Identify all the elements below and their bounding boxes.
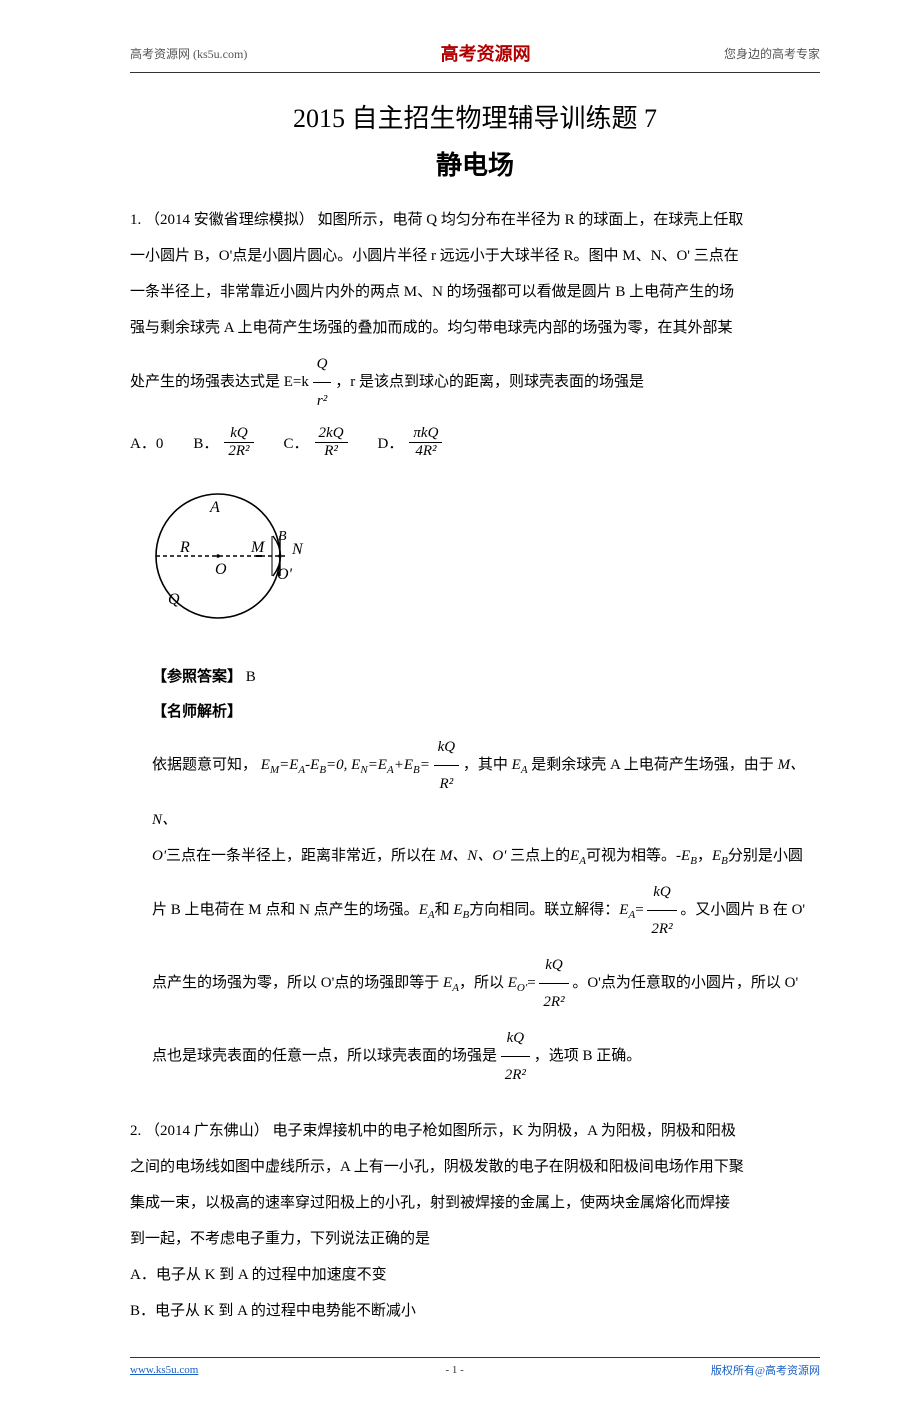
- label-o: O: [215, 561, 227, 578]
- solution-line-1: 依据题意可知， EM=EA-EB=0, EN=EA+EB= kQ R² ，其中 …: [152, 729, 820, 838]
- q2-text-4: 到一起，不考虑电子重力，下列说法正确的是: [130, 1221, 820, 1257]
- page: 高考资源网 (ks5u.com) 高考资源网 您身边的高考专家 2015 自主招…: [0, 0, 920, 1408]
- sol-2: O'三点在一条半径上，距离非常近，所以在 M、N、O' 三点上的EA可视为相等。…: [152, 848, 803, 864]
- footer-page-number: - 1 -: [445, 1364, 463, 1376]
- label-a: A: [209, 499, 220, 516]
- question-2: 2. （2014 广东佛山） 电子束焊接机中的电子枪如图所示，K 为阴极，A 为…: [130, 1113, 820, 1329]
- sol-5a: 点也是球壳表面的任意一点，所以球壳表面的场强是: [152, 1048, 497, 1064]
- page-footer: www.ks5u.com - 1 - 版权所有@高考资源网: [130, 1357, 820, 1378]
- sol-4b: 。O'点为任意取的小圆片，所以 O': [572, 975, 798, 991]
- option-c-label: C．: [284, 432, 309, 453]
- question-1: 1. （2014 安徽省理综模拟） 如图所示，电荷 Q 均匀分布在半径为 R 的…: [130, 202, 820, 419]
- option-b-num: kQ: [224, 425, 253, 443]
- q2-number: 2.: [130, 1123, 141, 1139]
- option-d-fraction: πkQ 4R²: [409, 425, 442, 460]
- page-header: 高考资源网 (ks5u.com) 高考资源网 您身边的高考专家: [130, 40, 820, 66]
- label-n: N: [291, 541, 304, 558]
- sol-3a: 片 B 上电荷在 M 点和 N 点产生的场强。EA和 EB方向相同。联立解得：E…: [152, 902, 644, 918]
- q1-text-5a: 处产生的场强表达式是 E=k: [130, 374, 309, 390]
- sol-eq1: EM=EA-EB=0, EN=EA+EB=: [261, 757, 430, 773]
- option-d-label: D．: [378, 432, 404, 453]
- sol-frac4-den: 2R²: [501, 1057, 530, 1093]
- option-c: C． 2kQ R²: [284, 425, 348, 460]
- sol-1a: 依据题意可知，: [152, 757, 257, 773]
- sol-frac1-num: kQ: [434, 729, 460, 766]
- q2-text-2: 之间的电场线如图中虚线所示，A 上有一小孔，阴极发散的电子在阴极和阳极间电场作用…: [130, 1149, 820, 1185]
- q1-text-4: 强与剩余球壳 A 上电荷产生场强的叠加而成的。均匀带电球壳内部的场强为零，在其外…: [130, 310, 820, 346]
- sol-frac3-num: kQ: [539, 947, 568, 984]
- solution-line-5: 点也是球壳表面的任意一点，所以球壳表面的场强是 kQ 2R² ，选项 B 正确。: [152, 1020, 820, 1093]
- header-left: 高考资源网 (ks5u.com): [130, 45, 247, 62]
- option-c-fraction: 2kQ R²: [315, 425, 348, 460]
- sol-3b: 。又小圆片 B 在 O': [680, 902, 805, 918]
- sol-frac4: kQ 2R²: [501, 1020, 530, 1093]
- q2-source: （2014 广东佛山）: [145, 1123, 269, 1139]
- sol-4a: 点产生的场强为零，所以 O'点的场强即等于 EA，所以 EO'=: [152, 975, 536, 991]
- fraction-den: r²: [313, 383, 332, 419]
- option-d-num: πkQ: [409, 425, 442, 443]
- option-a: A．0: [130, 432, 163, 453]
- q2-text-1: 电子束焊接机中的电子枪如图所示，K 为阴极，A 为阳极，阴极和阳极: [273, 1123, 736, 1139]
- option-d: D． πkQ 4R²: [378, 425, 443, 460]
- fraction-num: Q: [313, 346, 332, 383]
- sol-frac4-num: kQ: [501, 1020, 530, 1057]
- q2-option-b: B．电子从 K 到 A 的过程中电势能不断减小: [130, 1293, 820, 1329]
- q1-text-1: 如图所示，电荷 Q 均匀分布在半径为 R 的球面上，在球壳上任取: [318, 212, 744, 228]
- sol-5b: ，选项 B 正确。: [534, 1048, 642, 1064]
- header-divider: [130, 72, 820, 73]
- q2-option-a: A．电子从 K 到 A 的过程中加速度不变: [130, 1257, 820, 1293]
- option-b-fraction: kQ 2R²: [224, 425, 253, 460]
- footer-copyright: 版权所有@高考资源网: [711, 1362, 820, 1378]
- q1-options: A．0 B． kQ 2R² C． 2kQ R² D． πkQ 4R²: [130, 425, 820, 460]
- sol-frac3: kQ 2R²: [539, 947, 568, 1020]
- page-subtitle: 静电场: [130, 145, 820, 182]
- q1-text-5b: ，r 是该点到球心的距离，则球壳表面的场强是: [335, 374, 644, 390]
- page-title: 2015 自主招生物理辅导训练题 7: [130, 98, 820, 135]
- sol-frac3-den: 2R²: [539, 984, 568, 1020]
- answer-value: B: [246, 669, 256, 685]
- answer-label: 【参照答案】: [152, 669, 242, 685]
- label-m: M: [250, 539, 266, 556]
- q1-diagram: A R O M B N O' Q: [140, 476, 820, 636]
- option-d-den: 4R²: [409, 443, 442, 460]
- header-center-brand: 高考资源网: [441, 40, 531, 66]
- label-r: R: [179, 539, 190, 556]
- sol-frac1-den: R²: [434, 766, 460, 802]
- solution-line-4: 点产生的场强为零，所以 O'点的场强即等于 EA，所以 EO'= kQ 2R² …: [152, 947, 820, 1020]
- header-right: 您身边的高考专家: [724, 45, 820, 62]
- q2-text-3: 集成一束，以极高的速率穿过阳极上的小孔，射到被焊接的金属上，使两块金属熔化而焊接: [130, 1185, 820, 1221]
- solution-line-2: O'三点在一条半径上，距离非常近，所以在 M、N、O' 三点上的EA可视为相等。…: [152, 838, 820, 874]
- option-b-den: 2R²: [224, 443, 253, 460]
- sol-frac2-num: kQ: [647, 874, 676, 911]
- sol-frac2: kQ 2R²: [647, 874, 676, 947]
- fraction-q-over-r2: Q r²: [313, 346, 332, 419]
- option-b: B． kQ 2R²: [193, 425, 253, 460]
- center-dot-o: [216, 554, 220, 558]
- option-c-den: R²: [315, 443, 348, 460]
- label-oprime: O': [277, 566, 293, 583]
- q1-answer-section: 【参照答案】 B 【名师解析】 依据题意可知， EM=EA-EB=0, EN=E…: [152, 660, 820, 1093]
- sol-frac1: kQ R²: [434, 729, 460, 802]
- solution-line-3: 片 B 上电荷在 M 点和 N 点产生的场强。EA和 EB方向相同。联立解得：E…: [152, 874, 820, 947]
- q1-source: （2014 安徽省理综模拟）: [145, 212, 314, 228]
- label-b: B: [278, 529, 287, 544]
- sphere-diagram-svg: A R O M B N O' Q: [140, 476, 320, 631]
- solution-label: 【名师解析】: [152, 704, 242, 720]
- q1-text-2: 一小圆片 B，O'点是小圆片圆心。小圆片半径 r 远远小于大球半径 R。图中 M…: [130, 238, 820, 274]
- sol-frac2-den: 2R²: [647, 911, 676, 947]
- q1-text-3: 一条半径上，非常靠近小圆片内外的两点 M、N 的场强都可以看做是圆片 B 上电荷…: [130, 274, 820, 310]
- footer-left-url[interactable]: www.ks5u.com: [130, 1364, 198, 1376]
- q1-number: 1.: [130, 212, 141, 228]
- label-q: Q: [168, 591, 180, 608]
- option-c-num: 2kQ: [315, 425, 348, 443]
- option-b-label: B．: [193, 432, 218, 453]
